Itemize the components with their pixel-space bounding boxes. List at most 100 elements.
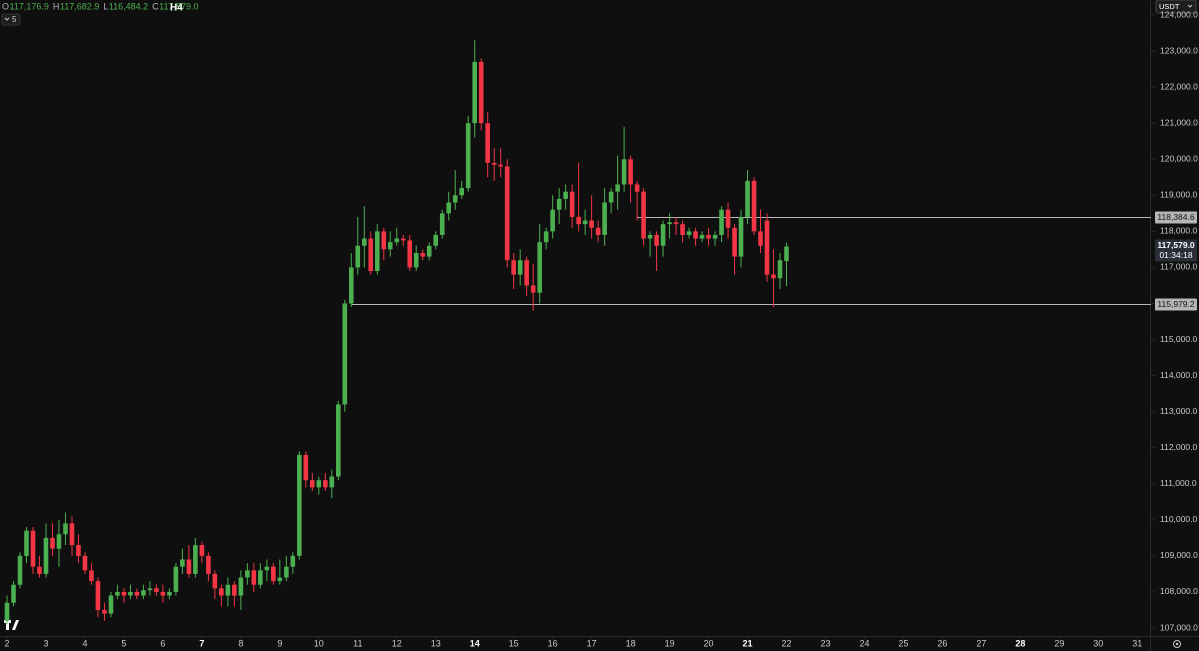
candle-body <box>777 260 783 279</box>
candle-body <box>30 530 36 567</box>
collapse-button[interactable] <box>1 13 21 26</box>
x-tick-label: 18 <box>626 638 636 648</box>
x-tick-label: 11 <box>353 638 362 648</box>
candle-body <box>225 584 231 596</box>
tradingview-logo <box>4 620 19 630</box>
candle-body <box>24 530 29 556</box>
logo-shape <box>4 620 19 630</box>
price-tag <box>1155 211 1197 224</box>
candle-body <box>628 159 633 185</box>
candle-body <box>517 260 523 275</box>
candle-body <box>654 234 659 246</box>
candle-body <box>595 227 601 235</box>
candle-body <box>504 166 510 261</box>
candle-body <box>128 591 133 596</box>
candle-body <box>56 534 62 549</box>
settings-icon[interactable] <box>1173 640 1181 648</box>
candle-body <box>550 209 555 232</box>
price-tag <box>1155 298 1197 311</box>
x-tick-label: 30 <box>1093 638 1103 648</box>
x-tick-label: 12 <box>392 638 402 648</box>
candle-body <box>134 591 140 596</box>
y-tick-label: 123,000.0 <box>1160 45 1198 55</box>
candle-body <box>264 566 270 571</box>
x-tick-label: 23 <box>820 638 830 648</box>
candle-body <box>173 566 179 592</box>
candle-body <box>394 238 400 243</box>
candle-body <box>381 231 387 250</box>
x-tick-label: 9 <box>277 638 282 648</box>
candle-body <box>63 523 68 535</box>
candle-body <box>290 555 296 567</box>
candle-body <box>271 566 276 582</box>
x-tick-label: 2 <box>5 638 10 648</box>
x-tick-label: 19 <box>665 638 675 648</box>
x-tick-label: 28 <box>1015 638 1025 648</box>
candle-body <box>758 231 763 246</box>
candle-body <box>43 537 49 574</box>
candle-body <box>491 162 497 165</box>
candle-body <box>323 480 328 488</box>
candle-body <box>368 238 374 272</box>
x-tick-label: 7 <box>199 638 204 648</box>
last-price-label: 117,579.0 <box>1157 240 1195 250</box>
y-tick-label: 118,000.0 <box>1160 226 1197 236</box>
candle-body <box>420 252 426 257</box>
ohlc-value: 116,484.2 <box>109 1 148 11</box>
candle-body <box>232 584 237 596</box>
candle-body <box>167 591 172 596</box>
candle-body <box>297 454 302 556</box>
candle-body <box>712 234 718 239</box>
candle-body <box>212 573 218 589</box>
candle-body <box>589 220 594 228</box>
candle-body <box>556 198 562 210</box>
candle-body <box>771 274 776 279</box>
candle-body <box>37 566 42 574</box>
candle-body <box>511 260 516 275</box>
candle-body <box>407 240 413 268</box>
candle-body <box>459 188 465 196</box>
candle-body <box>82 555 88 571</box>
candle-body <box>180 559 185 567</box>
countdown-label: 01:34:18 <box>1159 250 1192 260</box>
candle-body <box>485 123 490 163</box>
candle-body <box>141 590 146 596</box>
candle-body <box>238 577 244 596</box>
candle-body <box>738 216 744 257</box>
candle-body <box>193 545 198 574</box>
ohlc-value: 117,176.9 <box>10 1 49 11</box>
candle-body <box>472 61 478 124</box>
candle-body <box>121 591 127 596</box>
candle-body <box>582 220 588 225</box>
candle-body <box>764 220 770 275</box>
x-tick-label: 25 <box>898 638 908 648</box>
candle-body <box>719 209 724 235</box>
candle-body <box>284 566 289 578</box>
candle-body <box>699 234 705 239</box>
currency-selector[interactable] <box>1155 0 1197 14</box>
candle-body <box>186 559 192 574</box>
candle-body <box>199 545 205 556</box>
candle-body <box>433 234 439 246</box>
candle-body <box>329 476 335 488</box>
candle-body <box>154 588 159 592</box>
x-tick-label: 24 <box>859 638 869 648</box>
candle-body <box>17 555 23 585</box>
candle-body <box>563 191 568 199</box>
y-tick-label: 114,000.0 <box>1160 370 1197 380</box>
candle-body <box>602 202 607 235</box>
ohlc-key: C <box>152 1 159 11</box>
ohlc-value: 117,682.9 <box>60 1 99 11</box>
candle-body <box>660 224 666 246</box>
candle-body <box>69 523 75 546</box>
candle-body <box>426 245 432 257</box>
chevron-icon <box>4 17 10 21</box>
last-price-tag <box>1155 239 1197 262</box>
candle-body <box>147 588 153 591</box>
candle-body <box>641 191 646 239</box>
candle-body <box>706 234 711 239</box>
y-tick-label: 117,000.0 <box>1160 262 1197 272</box>
candle-body <box>439 213 445 235</box>
